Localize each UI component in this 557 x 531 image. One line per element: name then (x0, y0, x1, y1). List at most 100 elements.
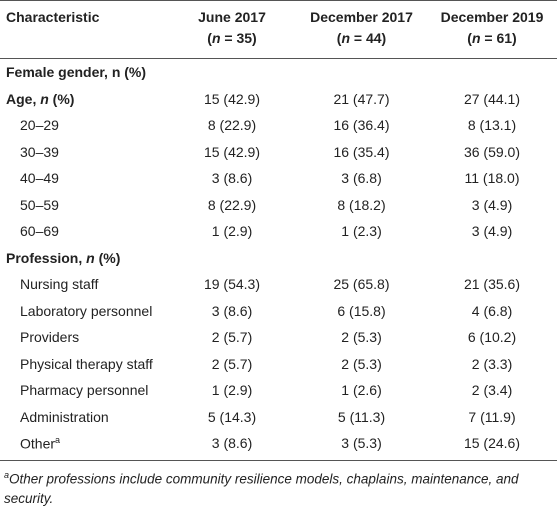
cell: 2 (5.7) (211, 355, 253, 372)
cell: 2 (3.3) (471, 355, 513, 372)
footnote-text: Other professions include community resi… (4, 471, 519, 506)
text-part: = 35) (220, 30, 257, 46)
cell: 3 (5.3) (296, 430, 427, 461)
cell: 1 (2.9) (211, 382, 253, 399)
row-label: Female gender, n (%) (0, 59, 168, 86)
cell (296, 59, 427, 86)
text-part: 40–49 (20, 170, 59, 187)
table-body: Female gender, n (%) Age, n (%) 15 (42.9) 2… (0, 59, 557, 461)
footnote-mark: a (4, 469, 10, 480)
cell: 3 (8.6) (211, 302, 253, 319)
cell: 27 (44.1) (463, 90, 521, 107)
text-part: n (341, 30, 351, 46)
text-part: Physical therapy staff (20, 355, 153, 372)
text-part: = 44) (350, 30, 387, 46)
cell: 8 (18.2) (337, 196, 386, 213)
column-subtitle: (n = 44) (302, 28, 421, 49)
table-row: Laboratory personnel 3 (8.6) 6 (15.8) 4 (6.… (0, 298, 557, 325)
cell: 6 (15.8) (337, 302, 386, 319)
cell: 2 (5.3) (341, 355, 382, 372)
text-part: n (40, 90, 49, 107)
text-part: Laboratory personnel (20, 302, 153, 319)
cell: 5 (11.3) (337, 408, 386, 425)
column-title: December 2017 (310, 9, 413, 25)
table-row: Physical therapy staff 2 (5.7) 2 (5.3) 2 (3… (0, 351, 557, 378)
text-part: ( (207, 30, 212, 46)
header-row: Characteristic June 2017 (n = 35) December … (0, 0, 557, 59)
column-title: June 2017 (198, 9, 266, 25)
cell: 16 (36.4) (333, 117, 390, 134)
cell: 11 (18.0) (464, 170, 520, 187)
cell: 2 (5.7) (211, 329, 253, 346)
row-label: Providers (0, 324, 168, 351)
cell (296, 245, 427, 272)
cell: 2 (5.3) (341, 329, 382, 346)
text-part: n (471, 30, 481, 46)
cell: 21 (35.6) (463, 276, 521, 293)
row-label: 20–29 (0, 112, 168, 139)
text-part: n (86, 249, 95, 266)
cell: 15 (42.9) (203, 143, 261, 160)
column-header: Characteristic (0, 0, 168, 59)
row-label: Profession, n (%) (0, 245, 168, 272)
cell: 1 (2.3) (341, 223, 382, 240)
text-part: 30–39 (20, 143, 59, 160)
cell (427, 245, 557, 272)
table-head: Characteristic June 2017 (n = 35) December … (0, 0, 557, 59)
text-part: n (211, 30, 221, 46)
text-part: ( (467, 30, 472, 46)
text-part: 20–29 (20, 117, 59, 134)
cell: 4 (6.8) (471, 302, 513, 319)
text-part: ( (336, 30, 342, 46)
column-title: Characteristic (6, 9, 100, 25)
text-part: Other (20, 435, 56, 452)
row-label: Administration (0, 404, 168, 431)
column-subtitle: (n = 61) (433, 28, 551, 49)
text-part: 50–59 (20, 196, 59, 213)
cell: 7 (11.9) (468, 408, 516, 425)
cell: 15 (24.6) (427, 430, 557, 461)
row-label: Physical therapy staff (0, 351, 168, 378)
row-label: 60–69 (0, 218, 168, 245)
text-part: Age, (6, 90, 41, 107)
table-row: Providers 2 (5.7) 2 (5.3) 6 (10.2) (0, 324, 557, 351)
cell: 19 (54.3) (203, 276, 261, 293)
text-part: = 61) (480, 30, 517, 46)
cell: 8 (22.9) (207, 117, 257, 134)
column-header: June 2017 (n = 35) (168, 0, 296, 59)
footnote: aOther professions include community res… (0, 461, 557, 510)
table-row: Administration 5 (14.3) 5 (11.3) 7 (11.9) (0, 404, 557, 431)
column-subtitle: (n = 35) (174, 28, 290, 49)
text-part: Nursing staff (20, 276, 99, 293)
table-row: Female gender, n (%) (0, 59, 557, 86)
table-row: Pharmacy personnel 1 (2.9) 1 (2.6) 2 (3.4) (0, 377, 557, 404)
cell: 1 (2.6) (341, 382, 382, 399)
cell: 8 (22.9) (207, 196, 257, 213)
cell: 25 (65.8) (333, 276, 390, 293)
cell: 6 (10.2) (467, 329, 517, 346)
column-title: December 2019 (440, 9, 544, 25)
row-label: 50–59 (0, 192, 168, 219)
cell: 3 (4.9) (471, 223, 513, 240)
cell: 3 (6.8) (341, 170, 382, 187)
table-row: Profession, n (%) (0, 245, 557, 272)
table-row: Age, n (%) 15 (42.9) 21 (47.7) 27 (44.1) (0, 86, 557, 113)
row-label: Pharmacy personnel (0, 377, 168, 404)
cell: 8 (13.1) (467, 117, 517, 134)
text-part: (%) (48, 90, 75, 107)
table-row: Nursing staff 19 (54.3) 25 (65.8) 21 (35.6) (0, 271, 557, 298)
row-label: Nursing staff (0, 271, 168, 298)
cell: 3 (8.6) (211, 170, 253, 187)
text-part: 60–69 (20, 223, 59, 240)
footnote-ref: a (55, 434, 61, 445)
cell: 5 (14.3) (207, 408, 257, 425)
table-row: Othera 3 (8.6) 3 (5.3) 15 (24.6) (0, 430, 557, 461)
row-label: Age, n (%) (0, 86, 168, 113)
column-header: December 2019 (n = 61) (427, 0, 557, 59)
row-label: 30–39 (0, 139, 168, 166)
cell: 3 (4.9) (471, 196, 513, 213)
table-row: 50–59 8 (22.9) 8 (18.2) 3 (4.9) (0, 192, 557, 219)
text-part: (%) (94, 249, 121, 266)
